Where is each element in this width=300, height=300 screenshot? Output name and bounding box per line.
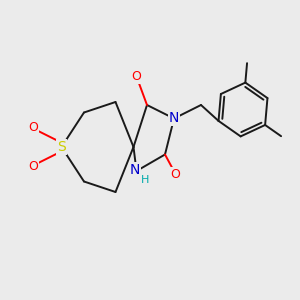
Text: O: O (28, 160, 38, 173)
Text: N: N (130, 163, 140, 176)
Text: O: O (28, 121, 38, 134)
Text: O: O (171, 167, 180, 181)
Text: S: S (57, 140, 66, 154)
Text: H: H (141, 175, 149, 185)
Text: N: N (169, 112, 179, 125)
Text: O: O (132, 70, 141, 83)
